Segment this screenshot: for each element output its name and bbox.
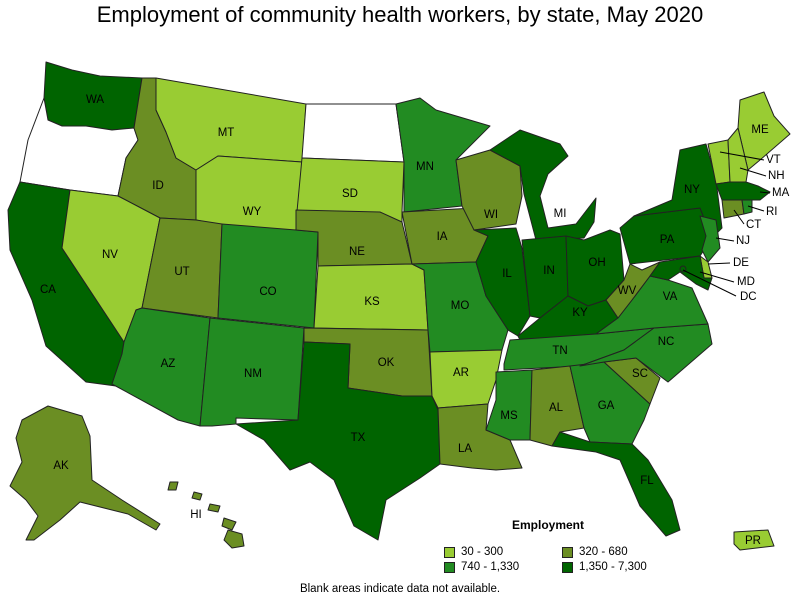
- label-AZ: AZ: [161, 358, 176, 370]
- state-MT: [155, 77, 307, 171]
- label-MS: MS: [500, 410, 518, 422]
- state-CO: [217, 223, 319, 329]
- label-GA: GA: [598, 400, 615, 412]
- state-AR: [429, 349, 503, 409]
- state-CT: [721, 199, 745, 219]
- state-FL: [551, 431, 681, 537]
- legend-label-2: 320 - 680: [579, 546, 628, 558]
- state-MD: [649, 255, 713, 291]
- label-SD: SD: [342, 188, 358, 200]
- label-DC: DC: [740, 291, 757, 303]
- label-SC: SC: [632, 368, 648, 380]
- state-PR: [733, 529, 775, 551]
- label-UT: UT: [174, 266, 189, 278]
- label-PA: PA: [660, 234, 675, 246]
- state-LA: [437, 403, 523, 471]
- label-VA: VA: [663, 291, 678, 303]
- label-AK: AK: [53, 460, 69, 472]
- legend-swatch-3: [444, 561, 455, 573]
- label-WI: WI: [484, 209, 498, 221]
- label-MA: MA: [772, 187, 790, 199]
- label-ME: ME: [751, 124, 769, 136]
- legend-label-4: 1,350 - 7,300: [579, 561, 647, 573]
- label-DE: DE: [733, 257, 749, 269]
- label-MT: MT: [218, 127, 235, 139]
- state-MA: [715, 181, 771, 201]
- label-NC: NC: [658, 336, 675, 348]
- state-HI: [167, 481, 245, 549]
- label-LA: LA: [458, 443, 472, 455]
- label-RI: RI: [766, 206, 778, 218]
- state-IL: [473, 227, 531, 337]
- label-AL: AL: [549, 402, 564, 414]
- label-TN: TN: [552, 345, 567, 357]
- legend-item-1: 30 - 300: [444, 546, 503, 558]
- label-MI: MI: [554, 208, 567, 220]
- label-KY: KY: [572, 307, 588, 319]
- legend-swatch-1: [444, 546, 455, 558]
- label-WA: WA: [86, 94, 104, 106]
- label-TX: TX: [351, 432, 366, 444]
- label-NV: NV: [102, 249, 118, 261]
- label-NH: NH: [768, 170, 785, 182]
- legend-swatch-2: [562, 546, 573, 558]
- legend-item-3: 740 - 1,330: [444, 561, 519, 573]
- map-title: Employment of community health workers, …: [96, 2, 704, 27]
- label-AR: AR: [453, 367, 469, 379]
- label-FL: FL: [640, 475, 654, 487]
- legend-label-3: 740 - 1,330: [461, 561, 520, 573]
- label-OK: OK: [378, 357, 395, 369]
- label-KS: KS: [364, 296, 380, 308]
- label-IA: IA: [437, 231, 448, 243]
- label-IN: IN: [543, 265, 555, 277]
- label-NY: NY: [684, 184, 700, 196]
- legend-item-4: 1,350 - 7,300: [562, 561, 647, 573]
- label-VT: VT: [766, 154, 781, 166]
- label-MD: MD: [737, 276, 755, 288]
- label-HI: HI: [190, 509, 202, 521]
- state-NM: [199, 317, 305, 427]
- state-ND: [301, 103, 405, 163]
- label-CA: CA: [40, 284, 56, 296]
- state-TX: [235, 341, 441, 541]
- legend-title: Employment: [512, 518, 585, 532]
- label-NM: NM: [244, 368, 262, 380]
- label-CT: CT: [746, 219, 761, 231]
- label-IL: IL: [502, 268, 512, 280]
- label-MO: MO: [451, 300, 470, 312]
- label-PR: PR: [745, 535, 761, 547]
- footnote: Blank areas indicate data not available.: [299, 583, 501, 595]
- label-OH: OH: [588, 257, 605, 269]
- label-WV: WV: [618, 285, 637, 297]
- legend: Employment 30 - 300 320 - 680 740 - 1,33…: [444, 518, 674, 578]
- label-NE: NE: [349, 246, 365, 258]
- state-NC: [579, 323, 713, 383]
- legend-label-1: 30 - 300: [461, 546, 504, 558]
- state-RI: [741, 199, 753, 215]
- state-AK: [9, 405, 161, 541]
- label-ID: ID: [152, 180, 164, 192]
- legend-swatch-4: [562, 561, 573, 573]
- label-CO: CO: [259, 286, 276, 298]
- label-NJ: NJ: [736, 235, 750, 247]
- legend-item-2: 320 - 680: [562, 546, 628, 558]
- label-WY: WY: [243, 206, 262, 218]
- label-MN: MN: [416, 161, 434, 173]
- state-MI: [489, 129, 597, 241]
